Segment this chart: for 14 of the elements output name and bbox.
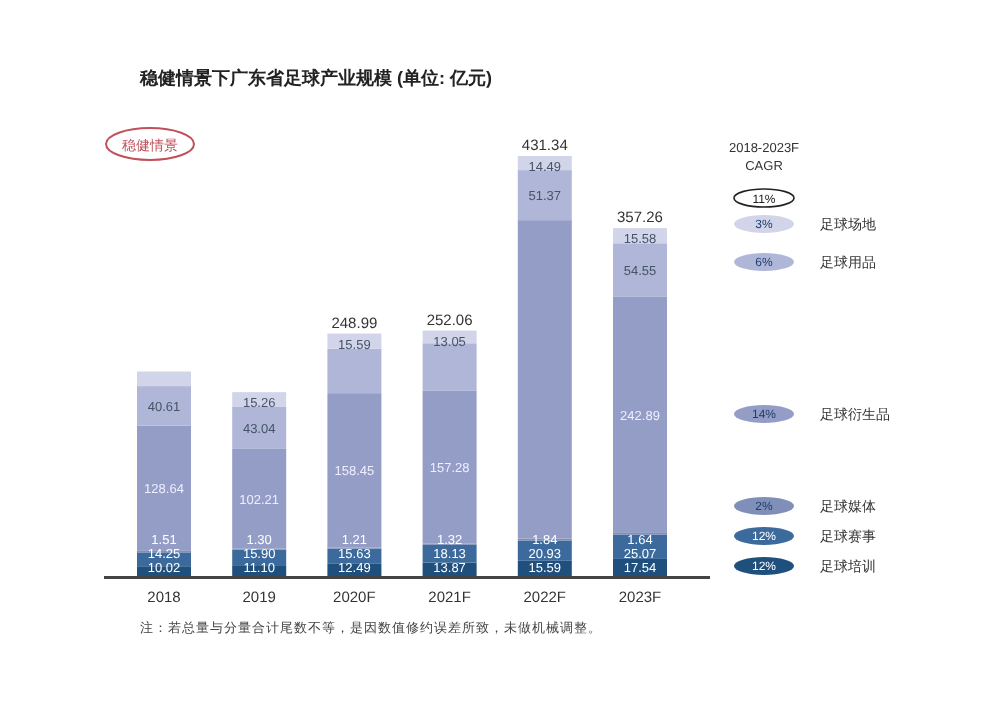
bar <box>327 393 382 548</box>
bar <box>613 243 667 297</box>
bar <box>137 386 191 426</box>
bar <box>137 371 191 387</box>
chart-title: 稳健情景下广东省足球产业规模 (单位: 亿元) <box>138 68 492 88</box>
bar <box>517 170 572 221</box>
bar <box>232 407 287 449</box>
bar <box>422 343 477 391</box>
bar <box>422 390 477 544</box>
bar <box>232 448 287 549</box>
bar <box>327 348 382 394</box>
bar <box>613 296 667 533</box>
bar <box>137 425 191 551</box>
bar <box>517 220 572 539</box>
